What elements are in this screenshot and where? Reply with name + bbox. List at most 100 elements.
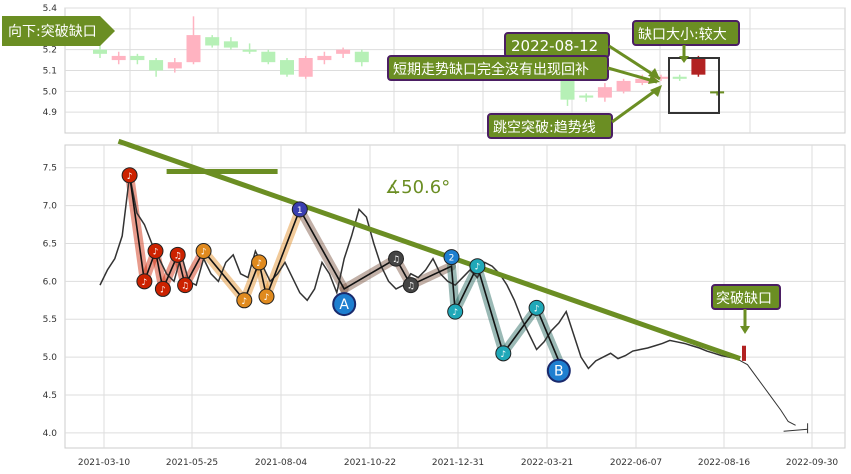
gap-tick-bar: [742, 345, 746, 361]
bottom-y-tick: 6.0: [43, 277, 58, 287]
wave-letter: A: [339, 297, 349, 313]
candle-body: [149, 60, 164, 71]
candle-body: [261, 51, 276, 63]
candle-body: [242, 49, 257, 52]
wave-marker: [388, 250, 404, 267]
bottom-y-tick-labels: 4.0 4.5 5.0 5.5 6.0 6.5 7.0 7.5: [43, 164, 58, 439]
wave-letter-markers: AB: [332, 292, 571, 383]
wave-marker: [447, 303, 464, 320]
candle-body: [130, 55, 145, 61]
top-y-tick: 5.1: [43, 67, 57, 77]
trend-line: [117, 138, 741, 361]
top-y-tick: 4.9: [43, 108, 58, 118]
candle-body: [336, 49, 351, 54]
candle-body: [635, 78, 650, 83]
wave-marker: [121, 167, 138, 184]
wave-marker: [495, 345, 512, 362]
wave-marker-symbol: ♪: [534, 304, 540, 314]
breakdown-label: 向下:突破缺口: [8, 24, 97, 40]
wave-marker: [195, 243, 212, 260]
candle-body: [280, 60, 294, 75]
gap-breakout-label: 突破缺口: [716, 291, 772, 307]
candle-body: [167, 62, 182, 69]
wave-marker-symbol: ♪: [153, 248, 159, 258]
candle-body: [691, 58, 706, 75]
wave-marker-symbol: ♪: [241, 297, 247, 307]
wave-letter-circle: [332, 292, 357, 317]
wave-marker-symbol: ♪: [127, 172, 133, 182]
bottom-x-tick: 2022-03-21: [521, 458, 573, 468]
wave-marker-symbol: ♪: [160, 285, 166, 295]
candle-body: [93, 49, 107, 54]
gap-size-label: 缺口大小:较大: [638, 27, 727, 43]
candle-body: [186, 35, 201, 63]
candle-body: [298, 58, 313, 77]
annotation-gap-size: 缺口大小:较大: [632, 20, 740, 63]
wave-marker-symbol: ♫: [392, 255, 400, 265]
wave-marker: [443, 249, 460, 266]
annotation-gap-breakout: 突破缺口: [711, 284, 781, 334]
candle-body: [597, 87, 612, 98]
wave-marker: [402, 277, 419, 294]
wave-marker: [291, 201, 308, 218]
wave-marker-symbol: ♫: [181, 282, 189, 292]
price-series-line: [99, 175, 737, 370]
wave-marker: [177, 277, 194, 294]
candle-body: [579, 95, 594, 98]
candle-body: [205, 37, 220, 46]
candle-body: [710, 91, 725, 94]
wave-marker-symbol: ♪: [264, 293, 270, 303]
wave-marker-symbol: ♪: [256, 259, 262, 269]
bottom-x-tick: 2022-06-07: [610, 458, 662, 468]
wave-marker: [469, 258, 486, 275]
candle-body: [223, 41, 238, 48]
bottom-x-tick-labels: 2021-03-10 2021-05-25 2021-08-04 2021-10-22…: [78, 458, 839, 468]
gap-highlight-box: [668, 57, 720, 114]
annotation-jump: 跳空突破:趋势线: [487, 85, 662, 139]
annotation-short-trend: 短期走势缺口完全没有出现回补: [387, 55, 660, 84]
wave-marker-symbol: ♪: [475, 263, 481, 273]
bottom-x-tick: 2021-08-04: [255, 458, 308, 468]
wave-marker-symbol: 1: [297, 206, 303, 216]
bottom-x-tick: 2021-12-31: [432, 458, 484, 468]
annotation-breakdown: 向下:突破缺口: [2, 16, 115, 46]
bottom-x-tick: 2022-09-30: [786, 458, 839, 468]
bottom-x-tick: 2021-05-25: [166, 458, 218, 468]
top-y-tick: 5.0: [43, 87, 58, 97]
short-trend-label: 短期走势缺口完全没有出现回补: [393, 61, 589, 78]
date-label: 2022-08-12: [511, 37, 598, 55]
wave-letter: B: [554, 364, 564, 380]
wave-letter-circle: [546, 358, 571, 383]
gap-tick-marker: [742, 345, 809, 434]
angle-label: ∡50.6°: [385, 177, 450, 198]
candle-body: [317, 55, 332, 61]
bottom-y-tick: 5.5: [43, 315, 57, 325]
wave-marker: [169, 246, 186, 263]
wave-marker: [147, 243, 164, 260]
forecast-end-mark: [783, 428, 808, 432]
candle-body: [672, 76, 687, 79]
wave-marker-symbol: ♪: [452, 308, 458, 318]
forecast-line: [736, 358, 796, 426]
wave-markers: ♪ ♪ ♪ ♪ ♫ ♫ ♪ ♪ ♪ ♪ 1 ♫ ♫ 2 ♪ ♪ ♪ ♪: [121, 167, 545, 362]
bottom-x-tick: 2021-10-22: [344, 458, 396, 468]
wave-marker: [251, 254, 268, 271]
wave-marker-symbol: ♫: [407, 282, 415, 292]
wave-marker: [236, 292, 253, 309]
bottom-y-tick: 7.0: [43, 202, 58, 212]
wave-marker-symbol: ♫: [174, 251, 182, 261]
top-y-tick: 5.4: [43, 4, 58, 14]
wave-marker: [258, 288, 275, 305]
bottom-y-tick: 5.0: [43, 353, 58, 363]
wave-marker-symbol: ♪: [500, 350, 506, 360]
bottom-y-tick: 4.0: [43, 429, 58, 439]
bottom-x-tick: 2022-08-16: [698, 458, 751, 468]
bottom-x-tick: 2021-03-10: [78, 458, 131, 468]
top-y-tick: 5.2: [43, 46, 57, 56]
wave-marker: [136, 273, 153, 290]
wave-marker: [528, 299, 545, 316]
candle-body: [654, 76, 668, 79]
jump-label: 跳空突破:趋势线: [493, 120, 596, 136]
wave-marker-symbol: 2: [449, 254, 455, 264]
